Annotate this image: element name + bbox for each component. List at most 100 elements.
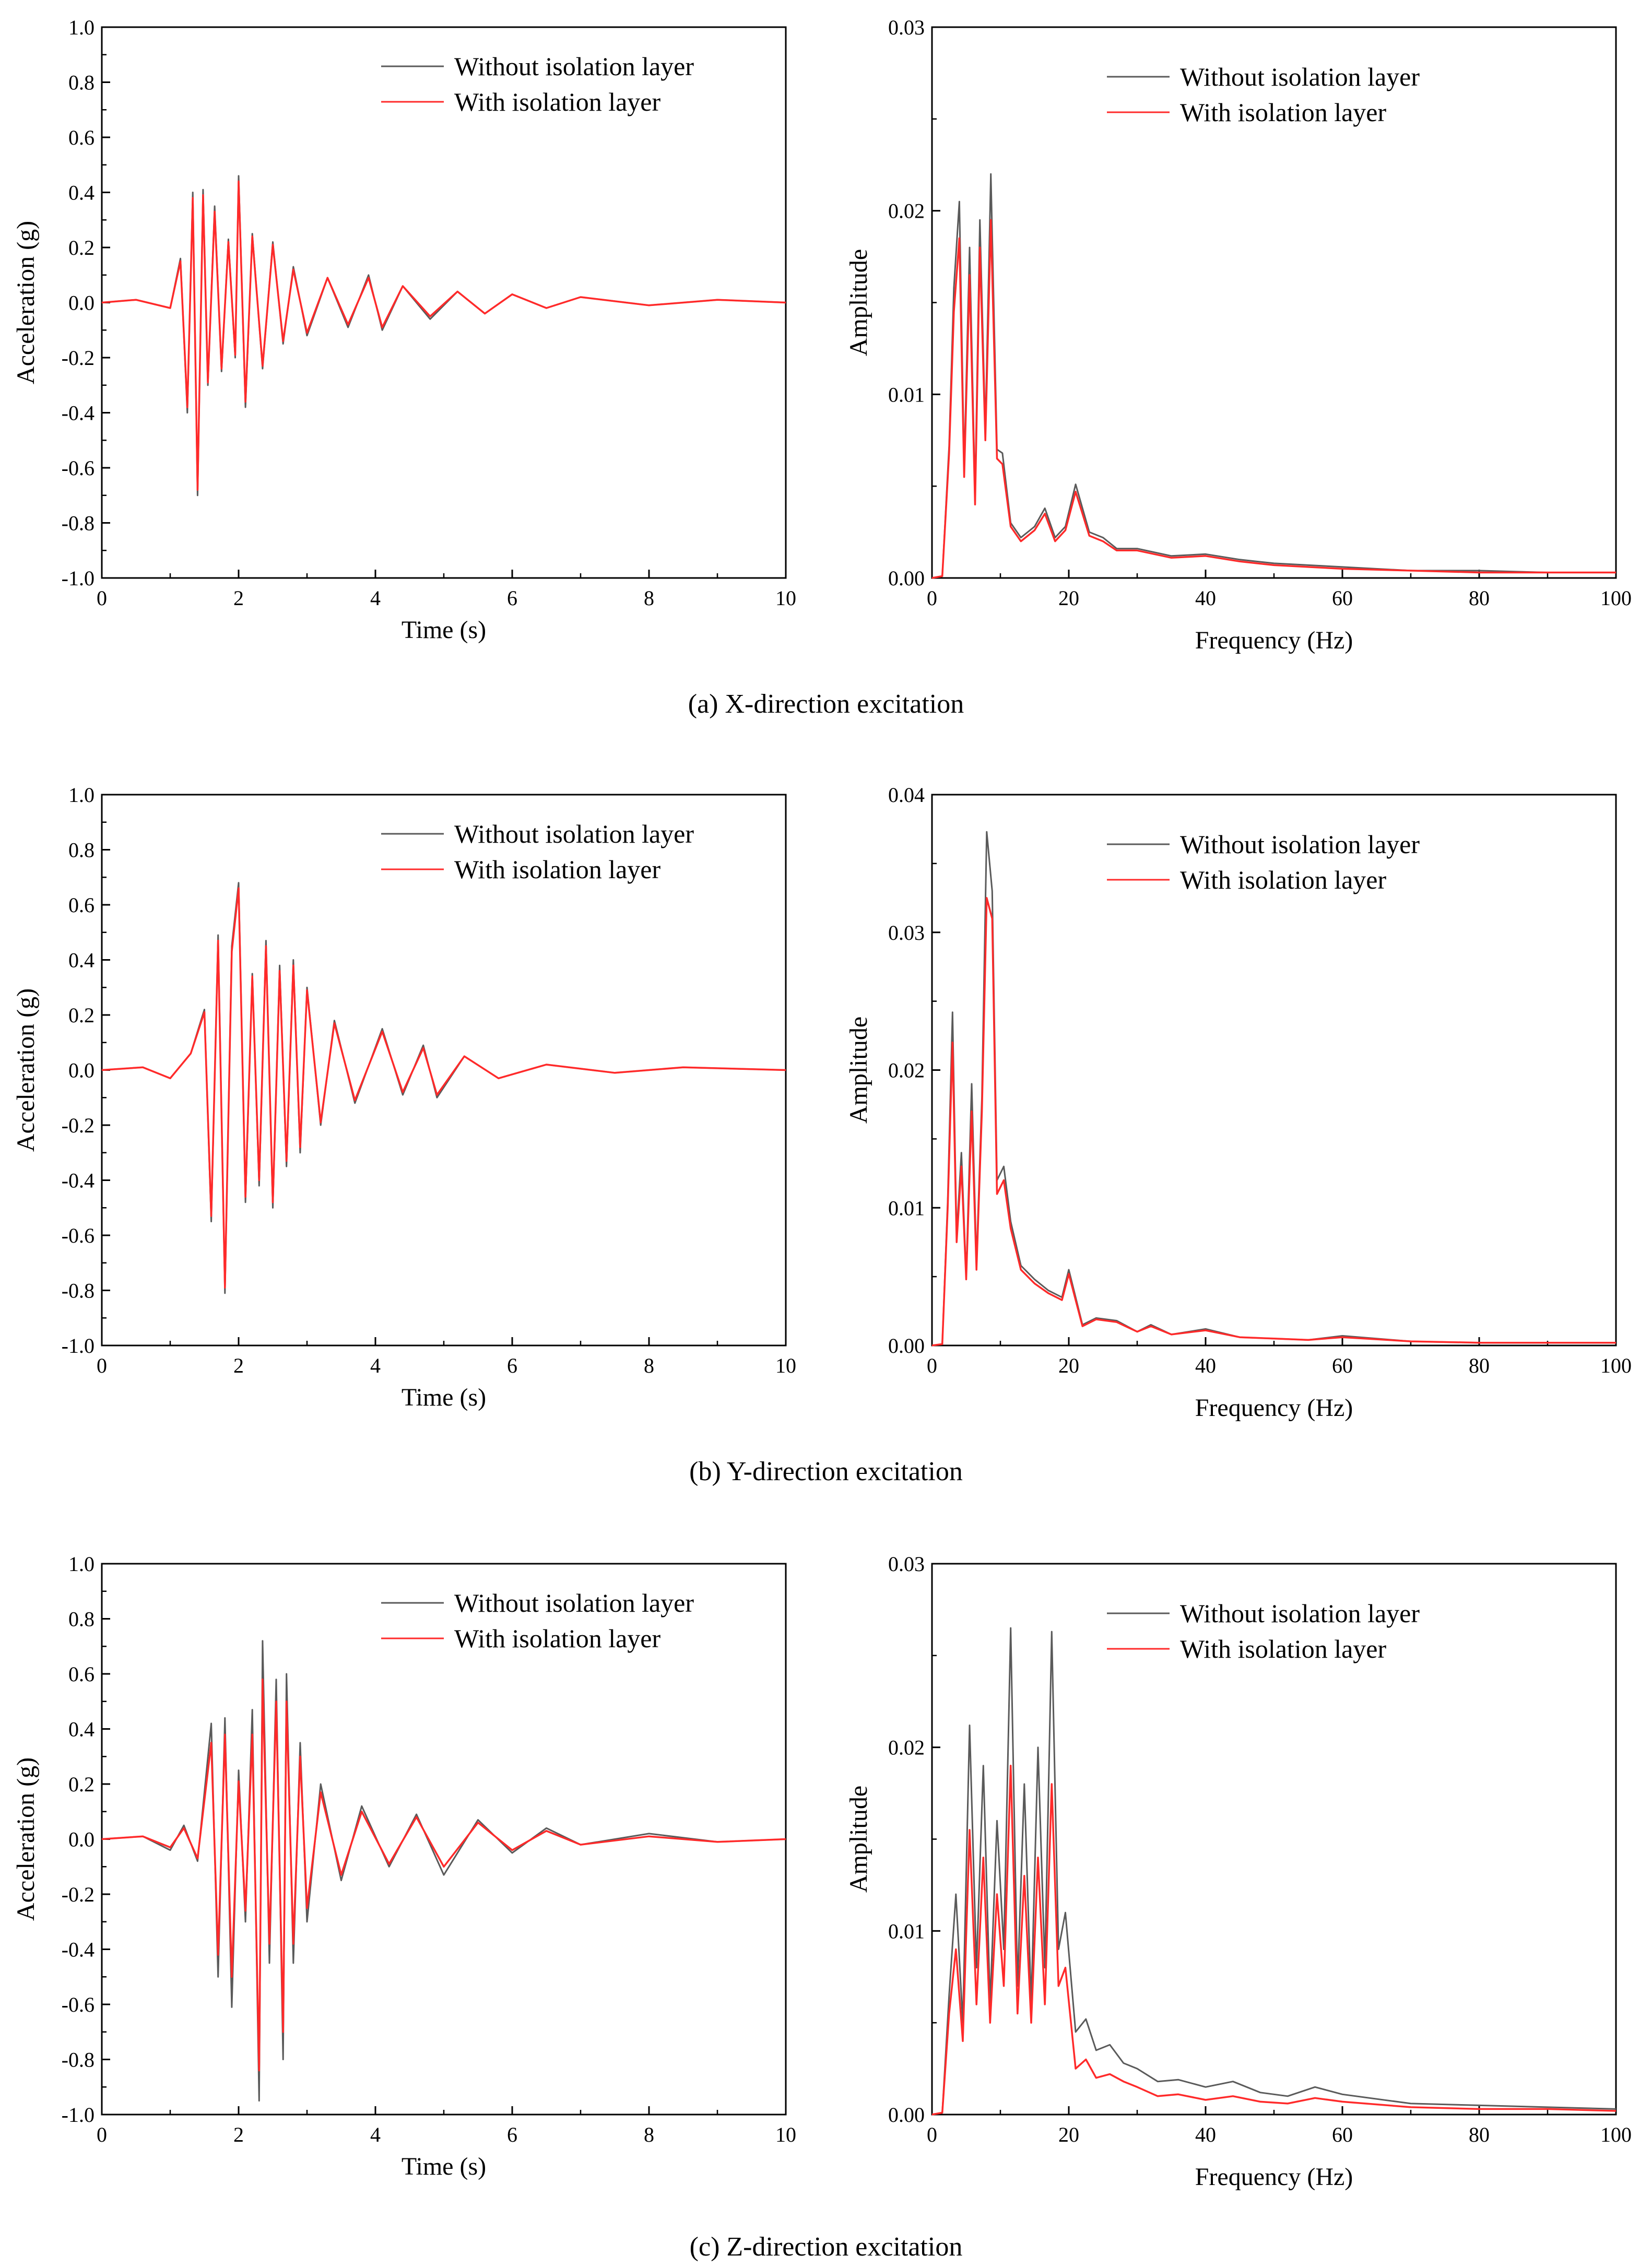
chart-b-freq: 0 20 40 60 80 100 0.00 0.01 0.02 0.03 0.04 Frequenc… — [845, 783, 1632, 1422]
y-tick-label: -0.2 — [62, 346, 95, 370]
x-axis-title: Frequency (Hz) — [1195, 2163, 1353, 2191]
x-tick-label: 100 — [1600, 586, 1632, 610]
y-tick-label: -0.8 — [62, 1279, 95, 1303]
chart-a-freq: 0 20 40 60 80 100 0.00 0.01 0.02 0.03 Frequency (H… — [845, 16, 1632, 654]
legend-label: Without isolation layer — [1180, 830, 1420, 859]
series-line-without-isolation — [101, 1640, 786, 2102]
chart-c-freq: 0 20 40 60 80 100 0.00 0.01 0.02 0.03 Frequency (H… — [845, 1552, 1632, 2191]
x-tick-label: 0 — [97, 586, 107, 610]
x-tick-label: 10 — [775, 586, 796, 610]
legend-label: With isolation layer — [1180, 1634, 1386, 1663]
y-tick-label: 0.04 — [888, 783, 925, 807]
y-axis-title: Acceleration (g) — [12, 1757, 40, 1921]
legend-label: Without isolation layer — [454, 1588, 694, 1617]
y-tick-label: -1.0 — [62, 566, 95, 590]
legend-label: With isolation layer — [454, 855, 660, 884]
y-tick-label: 0.4 — [68, 181, 95, 205]
y-tick-label: 0.8 — [68, 71, 95, 95]
y-tick-label: -0.4 — [62, 1169, 95, 1192]
chart-c-time: 0 2 4 6 8 10 -1.0 -0.8 -0.6 -0.4 -0.2 0.0 0.2 0.4 0.6 0… — [12, 1552, 796, 2180]
y-tick-label: -1.0 — [62, 1334, 95, 1357]
x-tick-label: 0 — [927, 2123, 937, 2146]
x-tick-label: 20 — [1058, 1354, 1079, 1377]
x-tick-label: 0 — [927, 586, 937, 610]
y-tick-label: 0.00 — [888, 1334, 925, 1357]
x-tick-label: 40 — [1195, 586, 1216, 610]
x-tick-label: 100 — [1600, 1354, 1632, 1377]
y-tick-label: 0.00 — [888, 2103, 925, 2127]
y-tick-label: 0.2 — [68, 236, 95, 259]
x-tick-label: 4 — [370, 2123, 381, 2146]
y-tick-label: 0.03 — [888, 16, 925, 39]
y-axis-title: Amplitude — [845, 1786, 872, 1893]
y-axis-title: Amplitude — [845, 1017, 872, 1124]
y-tick-label: 0.0 — [68, 1059, 95, 1082]
legend-label: Without isolation layer — [1180, 1599, 1420, 1628]
x-tick-label: 20 — [1058, 2123, 1079, 2146]
y-tick-label: 1.0 — [68, 16, 95, 39]
y-tick-label: -0.6 — [62, 1224, 95, 1247]
x-axis-title: Frequency (Hz) — [1195, 1394, 1353, 1422]
y-tick-label: 0.03 — [888, 921, 925, 944]
x-tick-label: 6 — [507, 2123, 517, 2146]
legend: Without isolation layer With isolation la… — [381, 52, 694, 116]
x-tick-label: 60 — [1332, 586, 1353, 610]
y-tick-label: -0.6 — [62, 456, 95, 480]
x-tick-label: 10 — [775, 1354, 796, 1377]
y-tick-label: -0.8 — [62, 2048, 95, 2072]
y-tick-label: 0.03 — [888, 1552, 925, 1576]
x-tick-label: 20 — [1058, 586, 1079, 610]
x-tick-label: 2 — [233, 586, 244, 610]
y-tick-label: 0.8 — [68, 839, 95, 862]
y-tick-label: 0.0 — [68, 1828, 95, 1851]
series-line-without-isolation — [931, 831, 1616, 1347]
x-tick-label: 4 — [370, 586, 381, 610]
series-line-without-isolation — [931, 173, 1616, 579]
x-tick-label: 0 — [927, 1354, 937, 1377]
y-tick-label: 0.4 — [68, 949, 95, 972]
y-tick-label: 0.02 — [888, 1059, 925, 1082]
y-tick-label: 1.0 — [68, 783, 95, 807]
x-axis-title: Time (s) — [402, 1384, 486, 1411]
y-tick-label: 0.6 — [68, 1662, 95, 1686]
caption-b: (b) Y-direction excitation — [689, 1457, 963, 1486]
x-tick-label: 0 — [97, 1354, 107, 1377]
series-line-with-isolation — [101, 1678, 786, 2072]
chart-a-time: 0 2 4 6 8 10 -1.0 -0.8 -0.6 -0.4 -0.2 0.0 0.2 0.4 0.6 0… — [12, 16, 796, 644]
legend: Without isolation layer With isolation la… — [1107, 1599, 1420, 1663]
y-tick-label: 1.0 — [68, 1552, 95, 1576]
legend: Without isolation layer With isolation la… — [1107, 830, 1420, 894]
y-tick-label: 0.2 — [68, 1773, 95, 1796]
y-tick-label: 0.2 — [68, 1003, 95, 1027]
series-line-without-isolation — [931, 1627, 1616, 2116]
y-tick-label: 0.4 — [68, 1718, 95, 1741]
x-tick-label: 80 — [1469, 1354, 1490, 1377]
legend-label: Without isolation layer — [454, 819, 694, 848]
legend-label: With isolation layer — [454, 87, 660, 116]
x-tick-label: 8 — [644, 586, 654, 610]
plot-frame — [101, 794, 787, 1347]
y-tick-label: 0.6 — [68, 893, 95, 917]
legend-label: Without isolation layer — [454, 52, 694, 81]
x-tick-label: 2 — [233, 2123, 244, 2146]
x-tick-label: 6 — [507, 1354, 517, 1377]
legend-label: With isolation layer — [454, 1624, 660, 1653]
y-axis-title: Acceleration (g) — [12, 988, 40, 1152]
legend-label: With isolation layer — [1180, 98, 1386, 127]
series-line-with-isolation — [931, 1765, 1616, 2116]
x-tick-label: 80 — [1469, 586, 1490, 610]
y-axis-title: Acceleration (g) — [12, 221, 40, 384]
y-tick-label: 0.01 — [888, 383, 925, 406]
chart-b-time: 0 2 4 6 8 10 -1.0 -0.8 -0.6 -0.4 -0.2 0.0 0.2 0.4 0.6 0… — [12, 783, 796, 1411]
y-tick-label: 0.0 — [68, 291, 95, 315]
series-line-with-isolation — [931, 897, 1616, 1347]
y-tick-label: 0.01 — [888, 1919, 925, 1943]
caption-c: (c) Z-direction excitation — [690, 2232, 963, 2262]
y-axis-title: Amplitude — [845, 249, 872, 356]
series-line-with-isolation — [931, 219, 1616, 579]
series-line-with-isolation — [101, 887, 786, 1289]
x-tick-label: 40 — [1195, 1354, 1216, 1377]
legend-label: With isolation layer — [1180, 865, 1386, 894]
y-tick-label: -0.2 — [62, 1883, 95, 1906]
